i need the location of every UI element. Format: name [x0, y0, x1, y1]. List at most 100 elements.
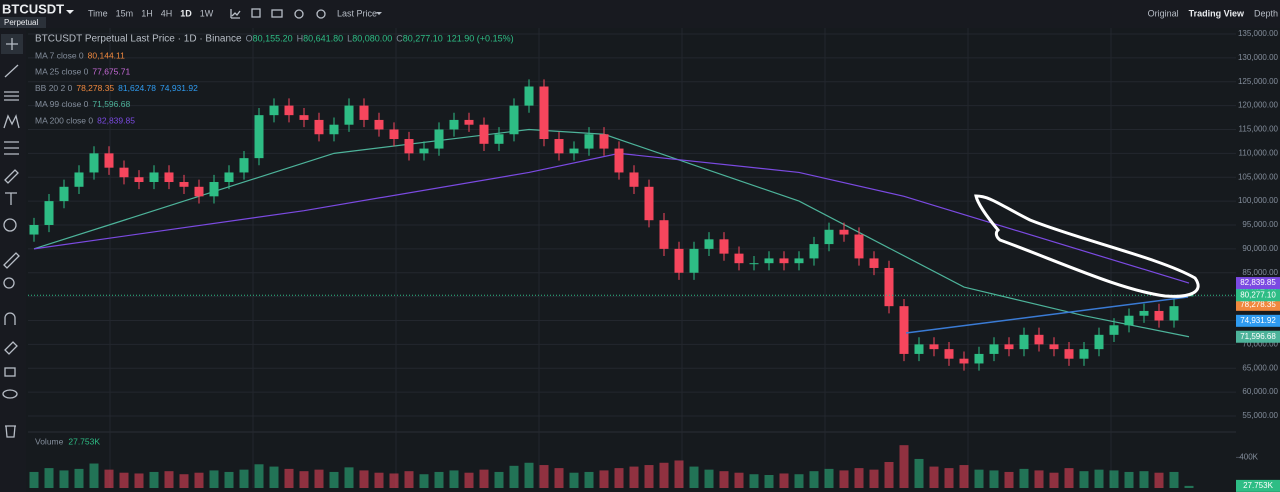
delete-tool[interactable] [5, 425, 16, 438]
magnet-tool[interactable] [4, 312, 16, 325]
candle-body [884, 267, 894, 307]
visibility-tool[interactable] [2, 389, 18, 399]
volume-bar [149, 471, 159, 488]
y-tick-label: 90,000.00 [1242, 244, 1278, 253]
candle-body [599, 134, 609, 149]
indicator-value: 78,278.35 [76, 83, 114, 93]
price-type-dropdown[interactable] [376, 12, 382, 15]
volume-bar [659, 462, 669, 488]
y-tick-label: 105,000.00 [1238, 172, 1279, 181]
price-type[interactable]: Last Price [337, 8, 377, 18]
ohlc-value: 80,080.00 [352, 33, 392, 43]
indicator-value: 77,675.71 [92, 67, 130, 77]
candle-body [59, 186, 69, 202]
volume-bar [494, 471, 504, 488]
pattern-tool[interactable] [3, 114, 20, 129]
candle-body [944, 349, 954, 359]
candle-body [839, 229, 849, 235]
plot-area [28, 28, 1236, 488]
candle-body [554, 139, 564, 154]
volume-bar [449, 470, 459, 488]
volume-bar [644, 465, 654, 488]
parallel-tool[interactable] [4, 91, 19, 101]
candle-body [1004, 344, 1014, 350]
interval[interactable]: 4H [161, 8, 173, 18]
candle-body [539, 86, 549, 140]
volume-bar [284, 468, 294, 488]
volume-bar [134, 473, 144, 488]
volume-bar [809, 471, 819, 488]
volume-bar [929, 466, 939, 488]
interval[interactable]: 1D [180, 8, 192, 18]
y-tick-label: 60,000.00 [1242, 387, 1278, 396]
volume-bar [344, 467, 354, 488]
view-tab[interactable]: Depth [1254, 8, 1278, 18]
volume-bar [1124, 471, 1134, 488]
volume-bar [29, 471, 39, 488]
y-tick-label: 70,000.00 [1242, 339, 1278, 348]
interval[interactable]: 1H [141, 8, 153, 18]
indicator-icon[interactable] [230, 9, 241, 19]
brush-tool[interactable] [4, 169, 19, 184]
crosshair-tool[interactable] [6, 38, 18, 50]
candle-body [89, 153, 99, 173]
layout-icon[interactable] [251, 8, 261, 18]
candle-body [1019, 334, 1029, 350]
view-tab[interactable]: Trading View [1189, 8, 1245, 18]
axis-tag: 80,277.10 [1240, 290, 1276, 299]
candle-body [869, 258, 879, 268]
lock-tool[interactable] [4, 367, 16, 377]
volume-tick-label: 400K [1239, 453, 1258, 462]
y-tick-label: 125,000.00 [1238, 77, 1279, 86]
left-toolbar [0, 30, 26, 492]
candle-body [959, 358, 969, 364]
volume-bar [404, 471, 414, 488]
interval[interactable]: Time [88, 8, 108, 18]
badge-bg [0, 17, 46, 28]
add-icon[interactable] [316, 9, 326, 19]
candle-body [74, 172, 84, 187]
candle-body [674, 248, 684, 273]
camera-icon[interactable] [271, 9, 283, 18]
candle-body [1169, 306, 1179, 321]
volume-bar [779, 473, 789, 488]
emoji-tool[interactable] [3, 218, 17, 232]
zoom-tool[interactable] [3, 277, 15, 289]
view-tab[interactable]: Original [1148, 8, 1179, 18]
volume-bar [374, 472, 384, 488]
candle-body [269, 105, 279, 116]
symbol-dropdown[interactable] [66, 10, 74, 14]
ruler-tool[interactable] [3, 252, 20, 269]
lock-draw-tool[interactable] [4, 341, 18, 355]
interval[interactable]: 15m [116, 8, 134, 18]
indicator-name: MA 25 close 0 [35, 67, 89, 77]
line-tool[interactable] [4, 64, 19, 78]
volume-bar [719, 471, 729, 488]
volume-bar [584, 471, 594, 488]
volume-bar [599, 470, 609, 488]
candle-body [494, 134, 504, 144]
indicator-value: 80,144.11 [88, 50, 125, 60]
volume-bar [224, 471, 234, 488]
axis-tag-bg [1236, 298, 1280, 311]
text-tool[interactable] [5, 192, 17, 205]
volume-bar [1154, 472, 1164, 488]
volume-bar [119, 472, 129, 488]
volume-bar [389, 473, 399, 488]
candle-body [704, 239, 714, 249]
candle-body [569, 148, 579, 154]
fib-tool[interactable] [4, 141, 19, 155]
interval[interactable]: 1W [200, 8, 214, 18]
axis-tag-bg [1236, 330, 1280, 343]
candle-body [224, 172, 234, 183]
symbol[interactable]: BTCUSDT [2, 1, 64, 16]
candle-body [509, 105, 519, 135]
volume-bar [329, 471, 339, 488]
volume-bar [539, 465, 549, 488]
volume-bar [254, 464, 264, 488]
settings-icon[interactable] [294, 9, 304, 19]
candle-body [629, 172, 639, 187]
axis-tag: 71,596.68 [1240, 332, 1276, 341]
candle-body [1094, 334, 1104, 350]
top-bar [0, 0, 1280, 28]
